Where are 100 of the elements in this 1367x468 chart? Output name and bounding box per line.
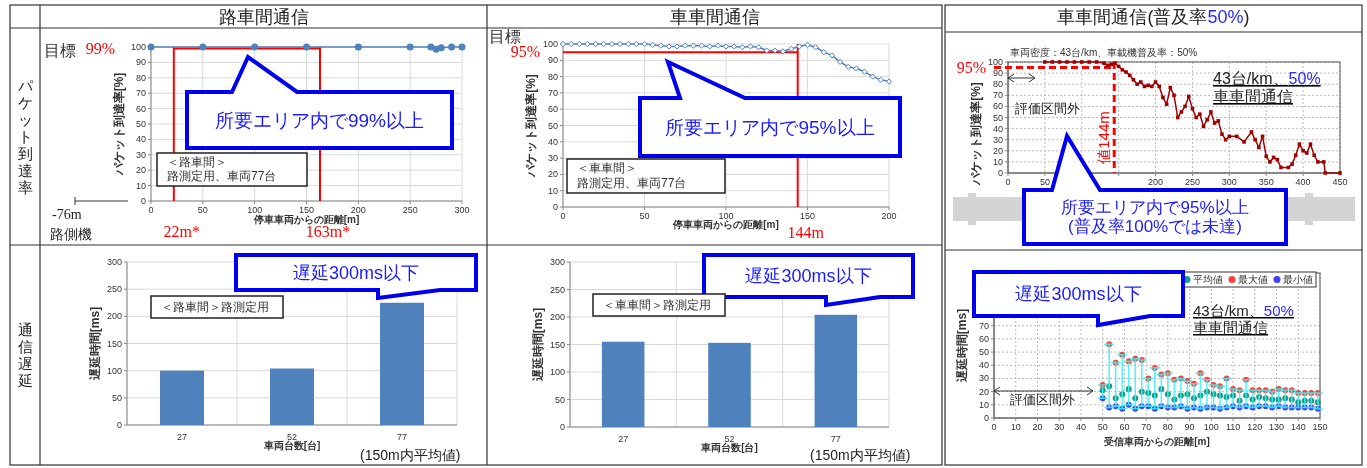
y-tick-label: 40 [135,134,146,145]
ref-line-label: 99% [85,39,115,57]
x-tick-label: 200 [350,205,366,215]
y-axis-title: パケット到達率[%] [112,72,126,177]
text: 所要エリア内で95%以上 (普及率100%では未達) [1061,198,1249,237]
x-tick-label: 350 [1258,177,1274,187]
x-tick-label: 110 [1225,422,1241,432]
chart-subtitle: 車両密度：43台/km、車載機普及率：50% [1010,47,1198,58]
x-tick-label: 30 [1054,422,1065,432]
y-tick-label: 50 [978,347,989,358]
y-tick-label: 50 [135,119,146,129]
y-axis-title: 遅延時間[ms] [531,307,545,383]
y-axis-title: 遅延時間[ms] [955,308,969,384]
y-tick-label: 20 [547,169,558,180]
annotation: 路測定用、車両77台 [167,169,277,183]
x-tick-label: 150 [298,205,315,215]
x-tick-label: 50 [197,205,208,215]
text: 目標 [44,42,76,59]
chart-title: 路車間通信 [218,7,309,27]
y-tick-label: 10 [978,399,989,410]
ref-line-label: 22m* [163,223,201,240]
ref-line-label: 144m [787,224,825,241]
y-tick-label: 50 [547,120,558,131]
legend-label: 最大値 [1238,274,1268,285]
y-tick-label: 0 [140,196,146,206]
y-tick-label: 30 [992,134,1003,145]
y-tick-label: 60 [135,103,146,114]
y-tick-label: 300 [549,257,565,267]
y-tick-label: 30 [135,149,146,160]
y-axis-title: パケット到達率[%] [969,82,983,186]
x-tick-label: 100 [247,205,263,215]
x-tick-label: 27 [618,434,629,444]
annotation: 遅延300ms以下 [292,262,420,283]
x-tick-label: 90 [1184,422,1195,432]
y-tick-label: 80 [135,72,146,83]
text: 目標 [489,28,521,45]
y-tick-label: 20 [978,386,989,397]
chart-title: 車車間通信(普及率50%) [1057,7,1250,27]
x-tick-label: 80 [1162,422,1173,432]
text: パケット到達率 [16,77,34,196]
x-tick-label: 100 [1203,422,1219,432]
x-tick-label: 50 [1097,422,1108,432]
x-tick-label: 27 [176,432,188,442]
annotation: ＜車車間＞ [577,161,637,175]
x-axis-title: 受信車両からの距離[m] [1103,436,1210,447]
x-axis-title: 車両台数[台] [262,440,321,451]
x-tick-label: 250 [1184,177,1200,187]
x-tick-label: 300 [454,205,470,215]
y-tick-label: 40 [547,136,558,147]
legend-label: 平均値 [1193,274,1223,285]
y-tick-label: 10 [547,185,558,196]
y-tick-label: 0 [997,168,1003,178]
y-tick-label: 90 [992,68,1003,79]
text: (150m内平均値) [360,447,461,463]
y-tick-label: 0 [983,413,989,423]
y-tick-label: 100 [542,39,558,49]
x-axis-title: 停車車両からの距離[m] [252,214,360,225]
x-tick-label: 20 [1032,422,1043,432]
x-tick-label: 100 [718,211,734,221]
text: 通信遅延 [16,320,33,389]
y-tick-label: 80 [992,79,1003,90]
annotation: 遅延300ms以下 [745,266,872,287]
annotation: 43台/km、50% 車車間通信 [1213,70,1321,105]
y-tick-label: 50 [111,392,122,403]
y-tick-label: 60 [547,104,558,115]
x-tick-label: 200 [881,211,897,221]
x-tick-label: 300 [1221,177,1237,187]
x-tick-label: 450 [1332,177,1348,187]
ref-line-label: 95% [510,43,540,61]
x-tick-label: 40 [1075,422,1086,432]
x-tick-label: 140 [1290,422,1306,432]
annotation: ＜路車間＞ [167,155,227,169]
y-tick-label: 150 [549,339,565,350]
y-tick-label: 250 [549,284,565,295]
x-tick-label: 10 [1010,422,1021,432]
x-tick-label: 50 [1039,177,1050,187]
y-axis-title: 遅延時間[ms] [88,306,102,382]
x-tick-label: 60 [1119,422,1130,432]
y-tick-label: 30 [547,153,558,164]
x-tick-label: 0 [148,205,154,215]
annotation: 所要エリア内で99%以上 [214,109,425,131]
y-tick-label: 200 [549,312,565,322]
y-tick-label: 80 [547,71,558,82]
annotation: 評価区間外 [1015,101,1080,116]
x-axis-title: 停車車両からの距離[m] [672,219,779,230]
x-tick-label: 50 [639,211,650,221]
y-tick-label: 20 [992,145,1003,156]
y-axis-title: パケット到達率[%] [524,74,538,178]
y-tick-label: 90 [547,55,558,66]
x-tick-label: 130 [1269,422,1285,432]
chart-title: 車車間通信 [669,7,760,27]
y-tick-label: 50 [992,112,1003,123]
x-axis-title: 車両台数[台] [700,442,758,453]
y-tick-label: 50 [554,394,565,405]
text: 路側機 [50,226,92,242]
y-tick-label: 30 [978,373,989,384]
y-tick-label: 10 [992,156,1003,167]
x-tick-label: 77 [396,432,408,442]
annotation: 遅延300ms以下 [1015,284,1142,305]
y-tick-label: 40 [992,123,1003,134]
